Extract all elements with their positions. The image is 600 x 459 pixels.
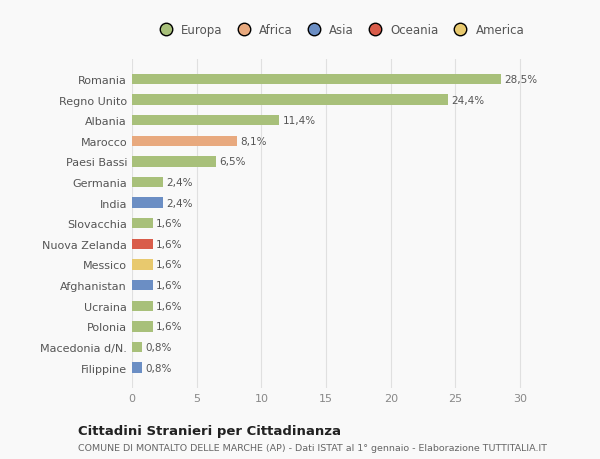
Bar (132, 218, 152, 229)
Bar (132, 239, 152, 250)
Bar (132, 74, 501, 85)
Bar (132, 178, 163, 188)
Bar (132, 95, 448, 106)
Bar (132, 363, 142, 373)
Text: 8,1%: 8,1% (240, 136, 266, 146)
Text: 2,4%: 2,4% (166, 178, 193, 188)
Text: Cittadini Stranieri per Cittadinanza: Cittadini Stranieri per Cittadinanza (78, 425, 341, 437)
Text: 2,4%: 2,4% (166, 198, 193, 208)
Text: 1,6%: 1,6% (156, 322, 182, 332)
Text: 24,4%: 24,4% (451, 95, 484, 105)
Bar (132, 157, 216, 167)
Text: 1,6%: 1,6% (156, 260, 182, 270)
Bar (132, 136, 237, 146)
Text: 28,5%: 28,5% (504, 75, 537, 85)
Legend: Europa, Africa, Asia, Oceania, America: Europa, Africa, Asia, Oceania, America (149, 20, 529, 42)
Text: 11,4%: 11,4% (283, 116, 316, 126)
Bar (132, 301, 152, 311)
Bar (132, 198, 163, 208)
Text: COMUNE DI MONTALTO DELLE MARCHE (AP) - Dati ISTAT al 1° gennaio - Elaborazione T: COMUNE DI MONTALTO DELLE MARCHE (AP) - D… (78, 443, 547, 452)
Text: 0,8%: 0,8% (146, 342, 172, 352)
Text: 1,6%: 1,6% (156, 239, 182, 249)
Text: 0,8%: 0,8% (146, 363, 172, 373)
Text: 1,6%: 1,6% (156, 219, 182, 229)
Text: 6,5%: 6,5% (220, 157, 246, 167)
Bar (132, 116, 280, 126)
Text: 1,6%: 1,6% (156, 301, 182, 311)
Bar (132, 260, 152, 270)
Bar (132, 342, 142, 353)
Text: 1,6%: 1,6% (156, 280, 182, 291)
Bar (132, 321, 152, 332)
Bar (132, 280, 152, 291)
